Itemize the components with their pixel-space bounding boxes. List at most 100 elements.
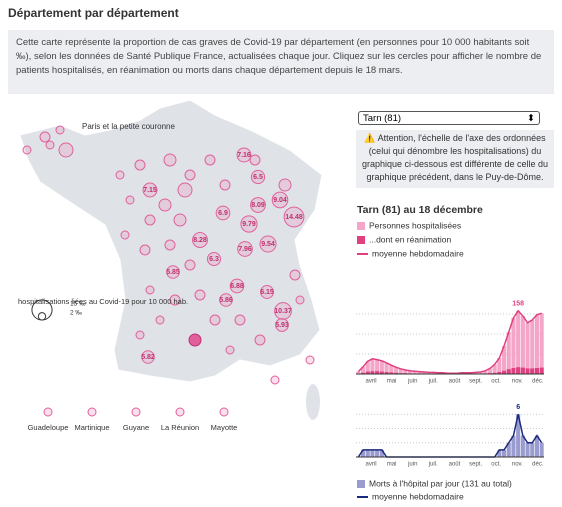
overseas-bubble[interactable] bbox=[87, 407, 97, 417]
bubble[interactable] bbox=[271, 191, 289, 209]
bubble[interactable] bbox=[259, 235, 277, 253]
intro-box: Cette carte représente la proportion de … bbox=[8, 30, 554, 94]
bubble[interactable] bbox=[120, 230, 130, 240]
bubble[interactable] bbox=[295, 295, 305, 305]
bar bbox=[520, 435, 525, 457]
bubble[interactable] bbox=[194, 289, 206, 301]
bar bbox=[539, 313, 544, 374]
paris-label: Paris et la petite couronne bbox=[82, 122, 175, 131]
bubble[interactable] bbox=[240, 215, 258, 233]
month-label: avril bbox=[366, 462, 377, 468]
bar bbox=[497, 449, 502, 457]
bubble[interactable] bbox=[289, 269, 301, 281]
bubble[interactable] bbox=[219, 293, 233, 307]
legend-title: hospitalisations liées au Covid-19 pour … bbox=[18, 297, 188, 306]
bar bbox=[379, 360, 384, 374]
bubble[interactable] bbox=[250, 169, 266, 185]
bubble[interactable] bbox=[58, 142, 74, 158]
bubble[interactable] bbox=[39, 131, 51, 143]
warning-text: Attention, l'échelle de l'axe des ordonn… bbox=[362, 133, 548, 182]
bubble[interactable] bbox=[134, 159, 146, 171]
bubble-label: 6.88 bbox=[230, 283, 244, 290]
bubble[interactable] bbox=[215, 205, 231, 221]
bar-rea bbox=[511, 368, 516, 374]
bubble-label: 6.9 bbox=[218, 210, 228, 217]
bubble[interactable] bbox=[135, 330, 145, 340]
bubble[interactable] bbox=[192, 232, 208, 248]
bubble[interactable] bbox=[142, 182, 158, 198]
corsica bbox=[306, 384, 320, 420]
month-label: sept. bbox=[469, 379, 482, 385]
selected-bubble[interactable] bbox=[188, 333, 202, 347]
overseas-bubble[interactable] bbox=[43, 407, 53, 417]
bubble[interactable] bbox=[278, 178, 292, 192]
overseas-bubble[interactable] bbox=[219, 407, 229, 417]
legend-swatch bbox=[357, 222, 365, 230]
bubble[interactable] bbox=[209, 314, 221, 326]
bubble-label: 9.04 bbox=[273, 197, 287, 204]
bubble[interactable] bbox=[22, 145, 32, 155]
bubble[interactable] bbox=[164, 239, 176, 251]
bar-rea bbox=[375, 371, 380, 374]
bubble[interactable] bbox=[206, 251, 222, 267]
bubble[interactable] bbox=[184, 259, 196, 271]
bar-rea bbox=[497, 372, 502, 374]
month-label: oct. bbox=[491, 379, 501, 385]
bubble[interactable] bbox=[270, 375, 280, 385]
bubble[interactable] bbox=[236, 147, 252, 163]
month-label: août bbox=[449, 379, 461, 385]
bubble[interactable] bbox=[115, 170, 125, 180]
bar bbox=[502, 449, 507, 457]
bar bbox=[516, 414, 521, 457]
month-label: août bbox=[449, 462, 461, 468]
bubble[interactable] bbox=[305, 355, 315, 365]
bubble[interactable] bbox=[274, 302, 292, 320]
bubble[interactable] bbox=[234, 314, 246, 326]
bubble[interactable] bbox=[158, 198, 172, 212]
month-label: déc. bbox=[532, 462, 544, 468]
bar bbox=[375, 359, 380, 374]
bubble[interactable] bbox=[173, 213, 187, 227]
bubble[interactable] bbox=[254, 334, 266, 346]
bar bbox=[356, 371, 361, 374]
bubble[interactable] bbox=[260, 285, 274, 299]
bubble-label: 5.85 bbox=[166, 269, 180, 276]
bar-rea bbox=[393, 372, 398, 374]
bar bbox=[487, 368, 492, 374]
bubble[interactable] bbox=[184, 169, 196, 181]
bubble[interactable] bbox=[45, 140, 55, 150]
bubble[interactable] bbox=[229, 278, 245, 294]
bubble[interactable] bbox=[250, 197, 266, 213]
bar bbox=[473, 372, 478, 374]
bar bbox=[534, 314, 539, 374]
bubble[interactable] bbox=[204, 154, 216, 166]
overseas-bubble[interactable] bbox=[175, 407, 185, 417]
bar-rea bbox=[361, 372, 366, 374]
bubble-label: 6.3 bbox=[209, 256, 219, 263]
bubble[interactable] bbox=[144, 214, 156, 226]
bubble[interactable] bbox=[275, 318, 289, 332]
bubble[interactable] bbox=[219, 179, 231, 191]
bubble[interactable] bbox=[139, 244, 151, 256]
overseas-bubble[interactable] bbox=[131, 407, 141, 417]
bubble[interactable] bbox=[163, 153, 177, 167]
bar bbox=[370, 449, 375, 457]
bubble[interactable] bbox=[177, 182, 193, 198]
bubble[interactable] bbox=[225, 345, 235, 355]
bubble[interactable] bbox=[166, 265, 180, 279]
bar-rea bbox=[525, 368, 530, 374]
bubble[interactable] bbox=[237, 241, 253, 257]
bubble[interactable] bbox=[169, 294, 181, 306]
bubble[interactable] bbox=[249, 154, 261, 166]
bubble[interactable] bbox=[145, 285, 155, 295]
bubble[interactable] bbox=[283, 206, 305, 228]
month-label: juin bbox=[407, 379, 417, 385]
panel-heading: Tarn (81) au 18 décembre bbox=[357, 204, 483, 216]
bubble[interactable] bbox=[55, 125, 65, 135]
bubble[interactable] bbox=[141, 350, 155, 364]
bubble[interactable] bbox=[125, 195, 135, 205]
bubble[interactable] bbox=[155, 315, 165, 325]
department-select[interactable]: Tarn (81) ⬍ bbox=[358, 111, 540, 125]
month-label: juil. bbox=[428, 379, 438, 385]
